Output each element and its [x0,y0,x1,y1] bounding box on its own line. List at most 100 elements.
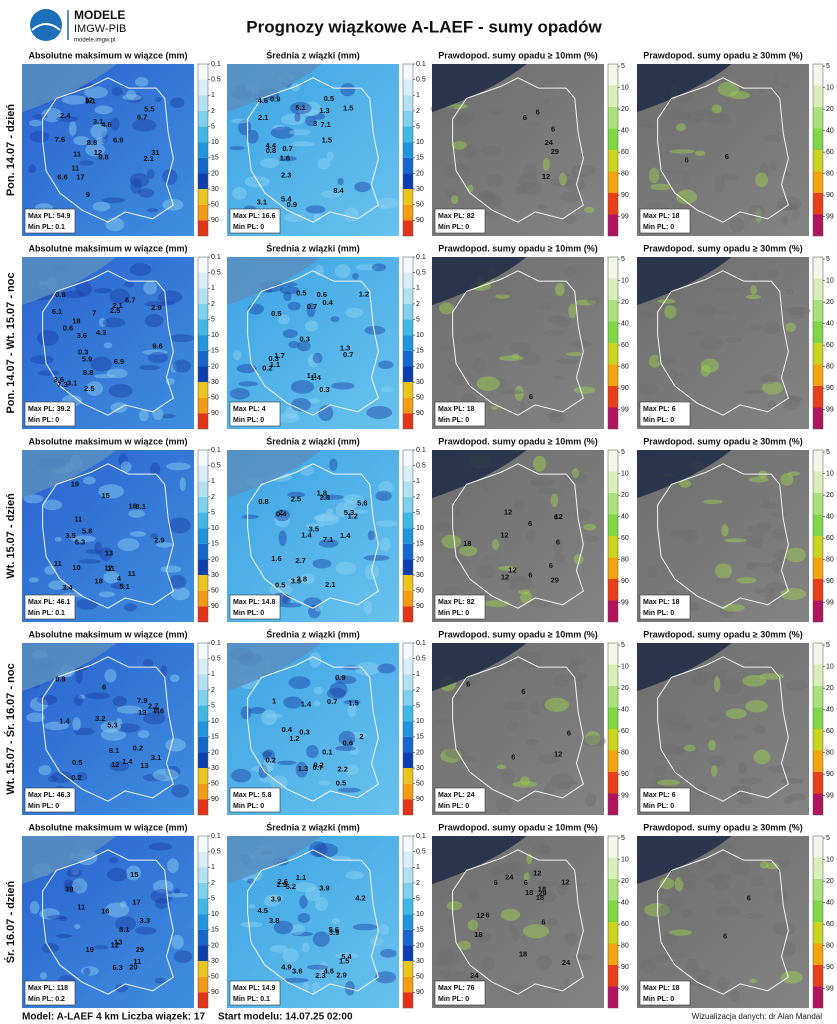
colorbar-segment [198,79,208,96]
colorbar-segment [403,768,413,784]
map-value-label: 0.5 [324,94,334,103]
precip-patch [530,477,554,488]
precip-patch [297,340,311,352]
map-value-label: 5.3 [344,508,354,517]
map-value-label: 2.4 [60,111,71,120]
colorbar-tick-label: 30 [416,765,424,772]
precip-patch [536,488,561,495]
precip-patch [564,176,585,193]
map-value-label: 5.1 [295,103,305,112]
precip-patch [545,412,562,418]
colorbar-segment [403,335,413,351]
precip-patch [172,359,191,373]
precip-patch [569,655,586,667]
precip-patch [106,368,128,379]
precip-patch [691,675,707,687]
precip-patch [269,945,288,953]
precip-patch [585,535,600,542]
precip-patch [100,721,121,733]
map-value-label: 19 [71,480,79,489]
precip-patch [669,149,696,154]
precip-patch [130,178,142,194]
precip-patch [501,389,523,395]
colorbar-tick-label: 0.1 [211,640,221,647]
map-value-label: 6 [524,878,528,887]
colorbar-segment [198,450,208,466]
precip-patch [125,93,143,103]
precip-patch [440,748,463,763]
precip-patch [777,196,802,211]
country-outline [452,77,584,223]
map-value-label: 3.9 [271,894,281,903]
precip-patch [350,745,359,756]
colorbar-segment [198,288,208,304]
colorbar-tick-label: 5 [826,449,830,456]
max-label: Max PL: 82 [438,599,475,606]
colorbar-tick-label: 1 [416,92,420,99]
sea [637,836,732,885]
precip-patch [536,889,557,904]
colorbar-tick-label: 0.1 [211,61,221,68]
map-value-label: 4.6 [101,120,111,129]
precip-patch [246,129,259,144]
map-value-label: 0.6 [63,323,73,332]
precip-patch [495,293,510,299]
map-value-label: 18 [538,885,546,894]
precip-patch [772,71,780,87]
stats-box [434,787,486,813]
precip-patch [115,916,137,932]
precip-patch [553,539,563,555]
stats-box [24,594,76,620]
precip-patch [290,924,305,936]
map-value-label: 39 [65,885,73,894]
colorbar-tick-label: 40 [621,320,629,327]
colorbar-tick-label: 99 [826,985,834,992]
precip-patch [662,710,687,725]
precip-patch [586,295,601,306]
map-value-label: 2.1 [258,113,268,122]
precip-patch [115,984,129,993]
precip-patch [749,978,758,983]
colorbar-tick-label: 0.5 [211,76,221,83]
precip-patch [765,862,779,870]
colorbar-tick-label: 20 [621,878,629,885]
colorbar-tick-label: 60 [826,149,834,156]
precip-patch [686,330,706,336]
map-value-label: 1.6 [280,154,290,163]
panel-title: Średnia z wiązki (mm) [266,821,360,832]
precip-patch [752,725,766,734]
precip-patch [484,600,510,608]
precip-patch [510,576,533,590]
colorbar-segment [813,943,823,965]
precip-patch [258,764,269,779]
stats-box [639,594,691,620]
colorbar-tick-label: 40 [826,899,834,906]
map-value-label: 0.5 [336,778,346,787]
colorbar-tick-label: 10 [211,525,219,532]
precip-patch [788,471,801,476]
colorbar-segment [813,707,823,729]
precip-patch [168,574,187,589]
precip-patch [159,301,176,306]
colorbar-tick-label: 50 [211,974,219,981]
max-label: Max PL: 18 [643,985,680,992]
precip-patch [519,592,533,604]
map-value-label: 0.8 [55,675,65,684]
precip-patch [526,869,542,878]
precip-patch [711,764,718,777]
precip-patch [290,141,315,147]
precip-patch [326,508,334,515]
logo-subtitle: IMGW-PIB [74,23,126,35]
map-value-label: 6 [551,125,555,134]
precip-patch [785,679,808,691]
precip-patch [761,381,784,395]
colorbar-tick-label: 90 [826,964,834,971]
precip-patch [313,700,321,707]
precip-patch [94,137,107,145]
precip-patch [675,123,686,132]
colorbar-segment [403,126,413,143]
colorbar-tick-label: 90 [826,771,834,778]
colorbar-tick-label: 1 [211,671,215,678]
precip-patch [652,764,668,777]
